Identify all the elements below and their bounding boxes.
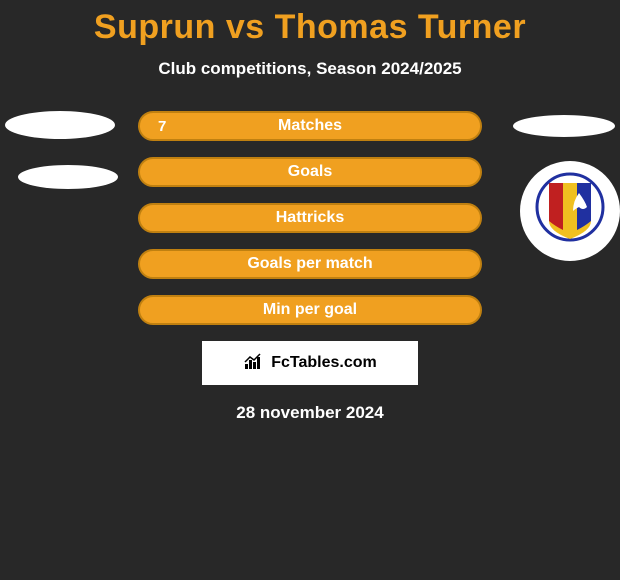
left-ellipse-1 xyxy=(5,111,115,139)
footer-date: 28 november 2024 xyxy=(0,403,620,423)
branding-box: FcTables.com xyxy=(202,341,418,385)
stat-label: Goals per match xyxy=(140,255,480,273)
stat-row-goals: Goals xyxy=(138,157,482,187)
stat-row-matches: 7 Matches xyxy=(138,111,482,141)
page-subtitle: Club competitions, Season 2024/2025 xyxy=(0,59,620,79)
content-area: 7 Matches Goals Hattricks Goals per matc… xyxy=(0,111,620,423)
branding-text: FcTables.com xyxy=(271,354,377,372)
left-ellipse-2 xyxy=(18,165,118,189)
stat-row-goals-per-match: Goals per match xyxy=(138,249,482,279)
stat-value: 7 xyxy=(158,118,166,135)
stat-label: Goals xyxy=(140,163,480,181)
stat-label: Min per goal xyxy=(140,301,480,319)
stat-row-hattricks: Hattricks xyxy=(138,203,482,233)
page-title: Suprun vs Thomas Turner xyxy=(0,0,620,47)
stat-label: Hattricks xyxy=(140,209,480,227)
club-logo xyxy=(520,161,620,261)
stat-row-min-per-goal: Min per goal xyxy=(138,295,482,325)
stat-label: Matches xyxy=(140,117,480,135)
right-ellipse xyxy=(513,115,615,137)
chart-icon xyxy=(243,352,265,375)
shield-icon xyxy=(535,171,605,251)
